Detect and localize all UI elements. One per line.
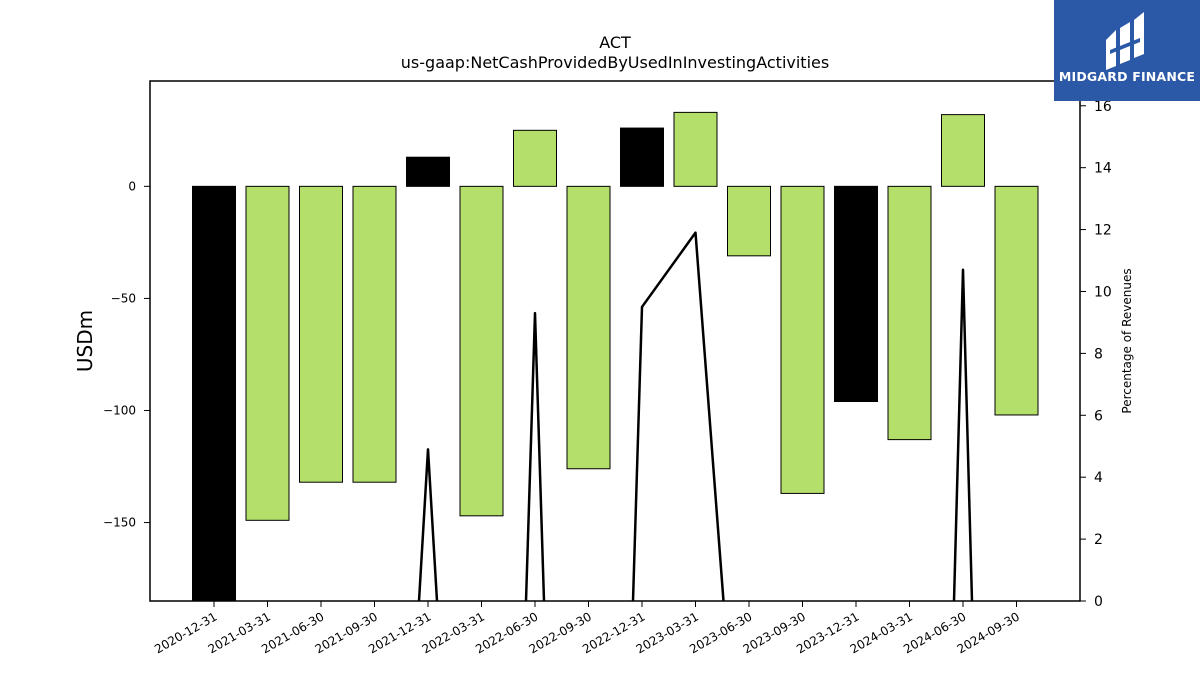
chart-subtitle: us-gaap:NetCashProvidedByUsedInInvesting… — [401, 53, 829, 72]
bar-2024-06-30 — [941, 114, 985, 187]
y2-tick-label: 12 — [1094, 223, 1112, 239]
bar-group — [192, 111, 1039, 602]
plot-frame — [149, 80, 1081, 602]
bar-2021-09-30 — [352, 185, 397, 483]
percentage-line — [417, 231, 974, 602]
y-tick-label: 0 — [128, 179, 136, 193]
line-series — [417, 231, 974, 602]
y-axis-label: USDm — [73, 310, 97, 372]
bar-2021-03-31 — [245, 185, 290, 521]
y2-tick-label: 14 — [1094, 161, 1112, 177]
y2-tick-label: 0 — [1094, 594, 1103, 610]
y2-axis-label: Percentage of Revenues — [1120, 268, 1134, 413]
chart-title: ACT — [599, 33, 631, 52]
bar-2024-03-31 — [887, 185, 932, 441]
y2-tick-label: 16 — [1094, 99, 1112, 115]
y2-tick-label: 10 — [1094, 284, 1112, 300]
y2-tick-label: 6 — [1094, 408, 1103, 424]
bar-2023-12-31 — [834, 185, 878, 403]
y2-axis: 0 2 4 6 8 10 12 14 16 — [1080, 99, 1112, 610]
logo-text: MIDGARD FINANCE — [1058, 69, 1196, 84]
bar-2023-03-31 — [673, 111, 718, 187]
bar-2023-06-30 — [727, 185, 771, 257]
brand-logo: MIDGARD FINANCE — [1054, 0, 1200, 101]
bar-2022-09-30 — [566, 185, 611, 470]
y-tick-label: −50 — [111, 291, 136, 305]
y-tick-label: −100 — [103, 403, 136, 417]
bar-2021-12-31 — [406, 156, 450, 187]
y2-tick-label: 2 — [1094, 532, 1103, 548]
bar-2024-09-30 — [994, 185, 1039, 416]
bar-2022-03-31 — [459, 185, 504, 517]
y-tick-label: −150 — [103, 516, 136, 530]
y2-tick-label: 4 — [1094, 470, 1103, 486]
bar-2021-06-30 — [299, 185, 343, 483]
logo-mark-icon — [1106, 12, 1144, 70]
y-axis: 0 −50 −100 −150 — [103, 179, 150, 530]
bar-2022-06-30 — [513, 129, 557, 187]
y2-tick-label: 8 — [1094, 346, 1103, 362]
bar-2022-12-31 — [620, 127, 664, 187]
x-axis: 2020-12-312021-03-312021-06-302021-09-30… — [152, 601, 1022, 656]
bar-2023-09-30 — [780, 185, 825, 494]
bar-2020-12-31 — [192, 185, 236, 602]
